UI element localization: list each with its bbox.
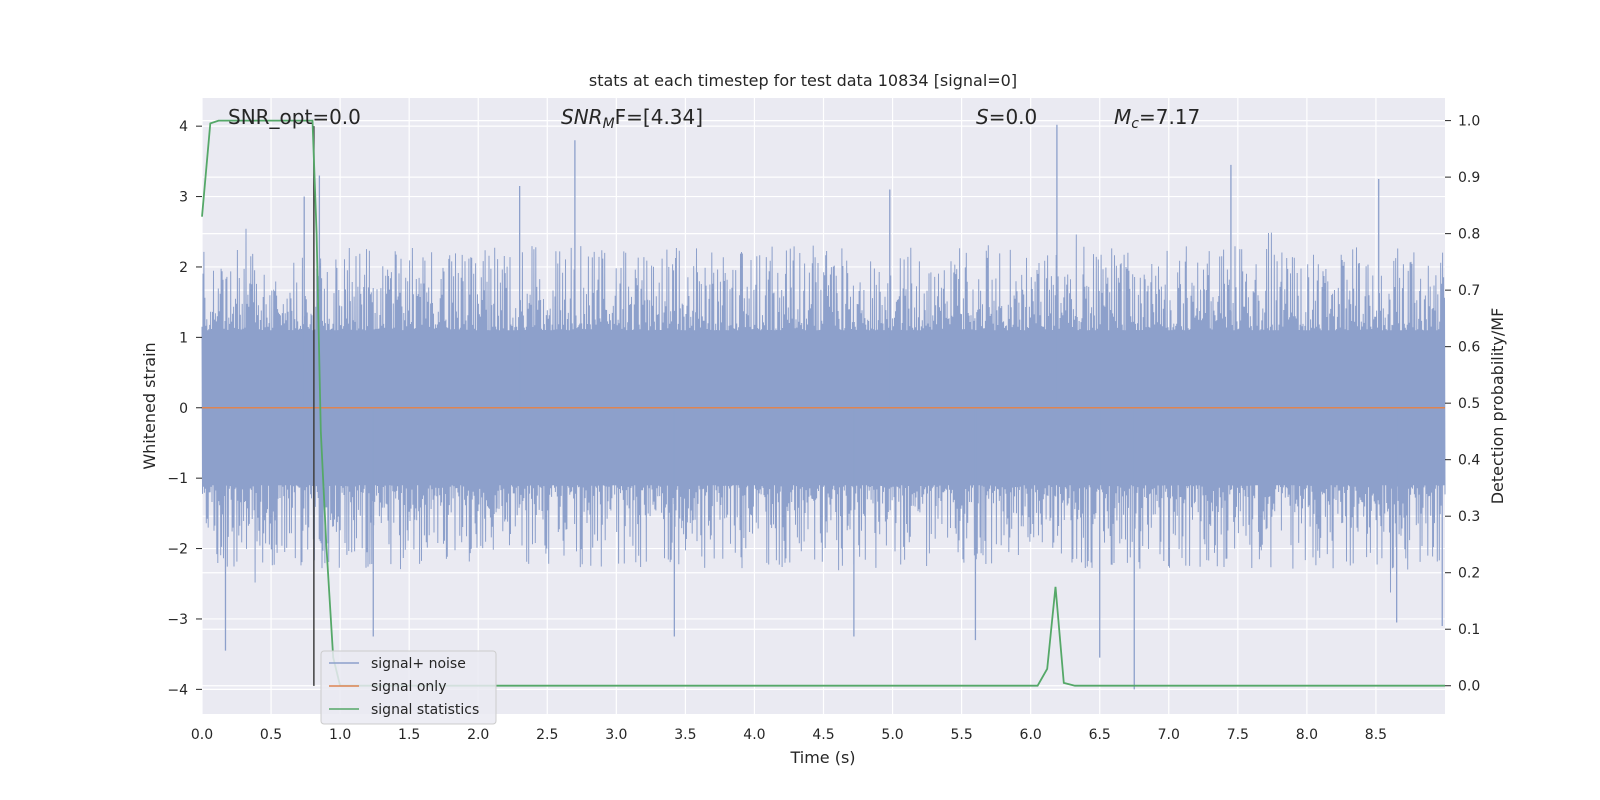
annotations: SNR_opt=0.0 SNRMF=[4.34] S=0.0 Mc=7.17 <box>228 105 1200 132</box>
x-tick-label: 3.5 <box>674 727 696 743</box>
x-tick-label: 6.5 <box>1089 727 1111 743</box>
y-tick-label: 3 <box>179 190 188 206</box>
x-tick-label: 0.5 <box>260 727 282 743</box>
x-tick-label: 0.0 <box>191 727 213 743</box>
y-tick-label: −1 <box>167 471 188 487</box>
legend-label-signal-only: signal only <box>371 679 446 695</box>
y-tick-label: 0 <box>179 401 188 417</box>
y-right-tick-label: 0.5 <box>1458 396 1480 412</box>
x-tick-label: 5.5 <box>950 727 972 743</box>
y-right-tick-label: 0.7 <box>1458 283 1480 299</box>
x-tick-label: 2.5 <box>536 727 558 743</box>
x-tick-label: 4.0 <box>743 727 765 743</box>
y-right-tick-label: 0.2 <box>1458 566 1480 582</box>
x-tick-label: 3.0 <box>605 727 627 743</box>
annotation-snr-mf: SNRMF=[4.34] <box>561 105 703 132</box>
annotation-mc-rest: =7.17 <box>1139 105 1200 129</box>
annotation-s-rest: =0.0 <box>989 105 1038 129</box>
annotation-mc-sub: c <box>1131 116 1139 132</box>
x-tick-label: 2.0 <box>467 727 489 743</box>
y-right-tick-label: 0.0 <box>1458 679 1480 695</box>
y-axis-ticks-left: 4 3 2 1 0 −1 −2 −3 −4 <box>167 119 202 698</box>
series-signal-noise <box>201 228 1446 593</box>
x-tick-label: 1.5 <box>398 727 420 743</box>
annotation-s: S=0.0 <box>976 105 1037 129</box>
y-tick-label: 4 <box>179 119 188 135</box>
y-axis-ticks-right: 1.0 0.9 0.8 0.7 0.6 0.5 0.4 0.3 0.2 0.1 0.0 <box>1445 114 1480 695</box>
y-right-tick-label: 0.3 <box>1458 509 1480 525</box>
y-tick-label: 2 <box>179 260 188 276</box>
y-right-tick-label: 0.9 <box>1458 170 1480 186</box>
x-tick-label: 6.0 <box>1020 727 1042 743</box>
y-right-tick-label: 0.1 <box>1458 622 1480 638</box>
y-right-tick-label: 0.6 <box>1458 340 1480 356</box>
annotation-snr-mf-rest: F=[4.34] <box>615 105 703 129</box>
legend-label-signal-statistics: signal statistics <box>371 702 479 718</box>
y-tick-label: −3 <box>167 612 188 628</box>
legend-box <box>320 650 497 725</box>
y-tick-label: 1 <box>179 330 188 346</box>
chart-title: stats at each timestep for test data 108… <box>589 71 1017 90</box>
annotation-mc: Mc=7.17 <box>1114 105 1200 132</box>
x-tick-label: 5.0 <box>881 727 903 743</box>
x-tick-label: 8.5 <box>1365 727 1387 743</box>
y-right-tick-label: 1.0 <box>1458 114 1480 130</box>
x-tick-label: 4.5 <box>812 727 834 743</box>
annotation-snr-opt: SNR_opt=0.0 <box>228 105 361 129</box>
legend-label-signal-noise: signal+ noise <box>371 656 466 672</box>
x-tick-label: 1.0 <box>329 727 351 743</box>
y-right-tick-label: 0.4 <box>1458 453 1480 469</box>
x-tick-label: 7.5 <box>1227 727 1249 743</box>
annotation-snr-mf-sub: M <box>603 116 615 132</box>
x-axis-ticks: 0.0 0.5 1.0 1.5 2.0 2.5 3.0 3.5 4.0 4.5 5.0 5.5 6.0 6… <box>191 727 1387 743</box>
legend: signal+ noise signal only signal statist… <box>320 650 497 725</box>
series-traces <box>201 119 1446 690</box>
series-signal-statistics <box>201 119 1445 687</box>
annotation-mc-main: M <box>1114 105 1131 129</box>
x-tick-label: 8.0 <box>1296 727 1318 743</box>
y-axis-label-right: Detection probability/MF <box>1488 308 1507 505</box>
x-axis-label: Time (s) <box>789 748 855 767</box>
y-tick-label: −4 <box>167 682 188 698</box>
annotation-snr-mf-main: SNR <box>561 105 603 129</box>
y-axis-label-left: Whitened strain <box>140 342 159 469</box>
y-right-tick-label: 0.8 <box>1458 227 1480 243</box>
x-tick-label: 7.0 <box>1158 727 1180 743</box>
annotation-s-main: S <box>976 105 989 129</box>
y-tick-label: −2 <box>167 542 188 558</box>
